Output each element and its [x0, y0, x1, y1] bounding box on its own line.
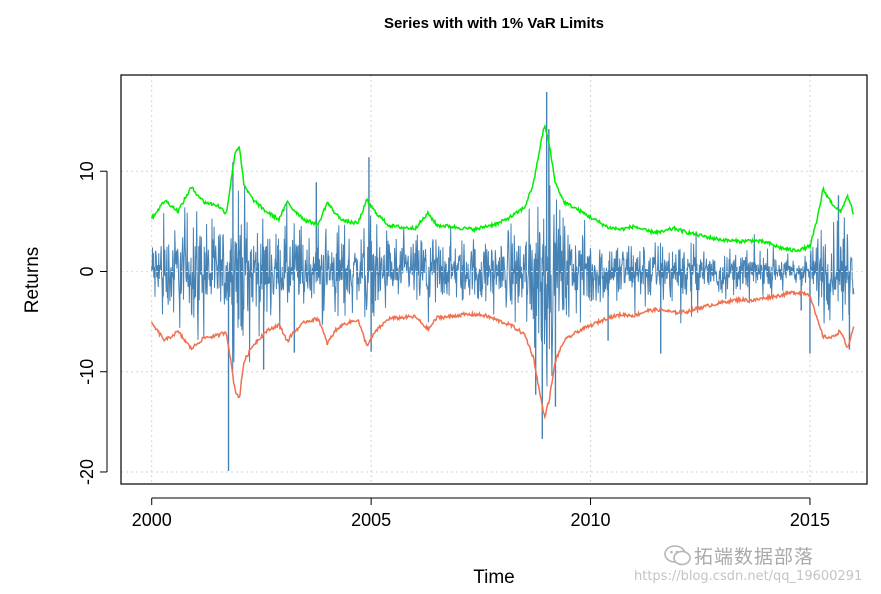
x-axis-label: Time: [473, 567, 515, 588]
returns-line: [151, 185, 855, 387]
y-tick-label-1: -10: [77, 359, 97, 385]
chart-title: Series with with 1% VaR Limits: [384, 15, 604, 32]
x-tick-label-3: 2015: [790, 510, 830, 530]
x-tick-label-0: 2000: [132, 510, 172, 530]
y-tick-label-0: -20: [77, 459, 97, 485]
watermark-url: https://blog.csdn.net/qq_19600291: [634, 569, 863, 584]
var-limit-series: [121, 123, 867, 420]
upper-var-limit-line: [150, 123, 855, 253]
y-tick-label-2: 0: [77, 266, 97, 276]
wechat-icon: [664, 545, 691, 566]
x-axis: 2000 2005 2010 2015: [132, 497, 830, 530]
y-axis: -20 -10 0 10: [77, 161, 108, 485]
plot-frame: [120, 74, 868, 485]
returns-series: [151, 92, 855, 471]
y-axis-label: Returns: [22, 247, 43, 314]
x-tick-label-1: 2005: [351, 510, 391, 530]
lower-var-limit-line: [150, 289, 855, 420]
y-tick-label-3: 10: [77, 161, 97, 181]
x-tick-label-2: 2010: [571, 510, 611, 530]
watermark-text: 拓端数据部落: [694, 546, 815, 568]
